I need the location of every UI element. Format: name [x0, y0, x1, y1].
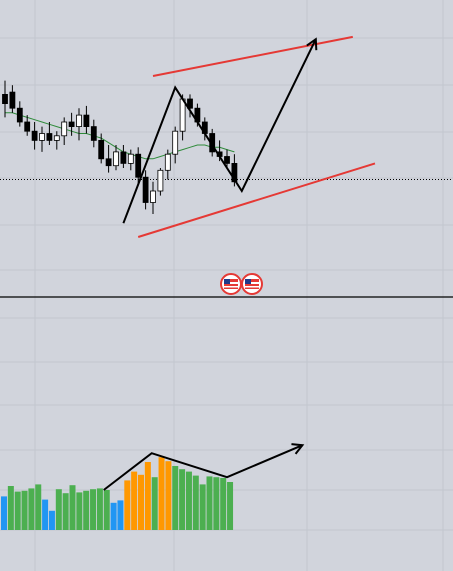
volume-bar — [96, 488, 103, 530]
candle-up — [76, 114, 82, 127]
volume-bar — [21, 490, 28, 530]
candle-up — [53, 135, 60, 141]
volume-pattern-line[interactable] — [103, 444, 303, 491]
candle-up — [113, 151, 119, 167]
volume-bar — [151, 477, 158, 530]
candle-down — [46, 133, 53, 141]
flag-stripe-white — [245, 286, 259, 288]
volume-bar — [220, 478, 227, 530]
volume-bar — [69, 485, 76, 530]
candle-down — [31, 130, 38, 141]
candle-down — [135, 153, 142, 178]
volume-bar — [103, 490, 110, 530]
channel-trend-line[interactable] — [152, 35, 353, 77]
candle-down — [120, 151, 127, 164]
flag-stripe-white — [245, 282, 259, 284]
moving-average-line — [5, 112, 235, 160]
volume-bar — [14, 491, 21, 530]
candle-up — [127, 153, 134, 164]
candle-down — [90, 126, 97, 141]
volume-bar — [192, 475, 199, 530]
pattern-arrow-head — [306, 37, 318, 51]
volume-bar — [172, 466, 179, 530]
us-flag-icon[interactable] — [241, 273, 263, 295]
volume-bar — [138, 474, 144, 530]
volume-bar — [179, 469, 186, 530]
economic-event-icons[interactable] — [220, 273, 263, 295]
candle-up — [61, 121, 68, 137]
volume-bar — [131, 471, 138, 530]
volume-bar — [206, 476, 213, 530]
candle-down — [9, 91, 16, 109]
candle-down — [142, 176, 149, 203]
candle-down — [83, 114, 90, 127]
volume-bar — [48, 510, 55, 530]
volume-bar — [227, 482, 234, 530]
volume-bar — [62, 493, 69, 530]
volume-bar — [124, 480, 131, 530]
volume-bar — [185, 471, 192, 530]
volume-arrow-head — [291, 443, 305, 455]
pattern-drawing-line[interactable] — [122, 38, 317, 224]
volume-bar — [1, 496, 7, 530]
flag-stripe-white — [224, 286, 238, 288]
volume-bar — [28, 488, 35, 530]
price-pane[interactable] — [0, 35, 453, 238]
flag-canton — [224, 279, 230, 284]
volume-bar — [199, 484, 206, 530]
volume-bar — [213, 477, 220, 530]
volume-bar — [76, 492, 83, 530]
candle-down — [16, 107, 23, 123]
volume-bar — [35, 484, 42, 530]
candle-up — [157, 169, 164, 192]
candle-up — [39, 133, 45, 141]
candle-up — [164, 153, 171, 171]
candle-down — [187, 98, 193, 109]
us-flag-icon[interactable] — [220, 273, 242, 295]
candle-down — [2, 94, 8, 105]
candle-down — [224, 156, 230, 164]
volume-bar — [90, 489, 97, 530]
candle-up — [172, 130, 179, 155]
volume-bar — [117, 500, 124, 530]
candle-down — [105, 158, 112, 167]
volume-bar — [110, 502, 117, 530]
candle-down — [68, 121, 75, 127]
volume-pane[interactable] — [1, 443, 305, 530]
channel-trend-line[interactable] — [137, 162, 376, 238]
flag-canton — [245, 279, 251, 284]
volume-bar — [158, 457, 165, 530]
volume-bar — [144, 462, 151, 530]
volume-bar — [165, 461, 172, 530]
candle-down — [98, 139, 105, 160]
candle-up — [179, 98, 186, 132]
flag-stripe-white — [224, 282, 238, 284]
candle-down — [231, 162, 238, 183]
volume-bar — [42, 499, 49, 530]
volume-bar — [55, 489, 62, 530]
volume-bar — [7, 486, 14, 530]
candle-up — [150, 190, 156, 203]
candle-down — [24, 121, 31, 132]
volume-bar — [83, 490, 90, 530]
